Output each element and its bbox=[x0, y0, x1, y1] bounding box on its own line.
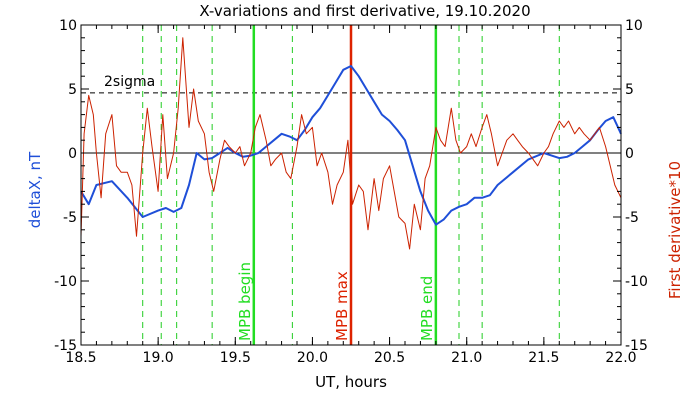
x-tick-label-0: 18.5 bbox=[65, 350, 96, 366]
marker-label-2: MPB end bbox=[418, 276, 436, 341]
y-tick-label-left-2: -5 bbox=[63, 210, 77, 226]
y-tick-label-right-5: 10 bbox=[625, 18, 643, 34]
y-axis-right-label: First derivative*10 bbox=[666, 161, 684, 299]
plot-frame bbox=[80, 24, 622, 346]
x-tick-label-2: 19.5 bbox=[220, 350, 251, 366]
marker-label-0: MPB begin bbox=[236, 262, 254, 341]
series-line-0 bbox=[80, 65, 622, 226]
y-tick-label-left-4: 5 bbox=[68, 82, 77, 98]
y-tick-label-right-4: 5 bbox=[625, 82, 634, 98]
x-tick-label-3: 20.0 bbox=[297, 350, 328, 366]
y-tick-label-right-0: -15 bbox=[625, 338, 648, 354]
y-tick-label-left-5: 10 bbox=[59, 18, 77, 34]
y-axis-left-label: deltaX, nT bbox=[26, 151, 44, 228]
vertical-markers: MPB begin MPB max MPB end bbox=[142, 25, 560, 345]
chart-title: X-variations and first derivative, 19.10… bbox=[199, 2, 530, 20]
y-tick-label-right-2: -5 bbox=[625, 210, 639, 226]
series-group bbox=[80, 37, 622, 250]
series-line-1 bbox=[80, 37, 622, 250]
axis-ticks bbox=[80, 24, 622, 346]
sigma-line-label: 2sigma bbox=[104, 74, 155, 90]
y-tick-label-left-1: -10 bbox=[54, 274, 77, 290]
y-tick-label-left-3: 0 bbox=[68, 146, 77, 162]
x-tick-label-1: 19.0 bbox=[143, 350, 174, 366]
y-tick-label-right-3: 0 bbox=[625, 146, 634, 162]
y-tick-label-left-0: -15 bbox=[54, 338, 77, 354]
x-tick-label-4: 20.5 bbox=[374, 350, 405, 366]
x-axis-label: UT, hours bbox=[315, 373, 387, 391]
x-tick-label-5: 21.0 bbox=[451, 350, 482, 366]
y-tick-label-right-1: -10 bbox=[625, 274, 648, 290]
axis-tick-labels: 18.5 19.0 19.5 20.0 20.5 21.0 21.5 22.0-15 -15-1… bbox=[54, 18, 648, 366]
x-tick-label-7: 22.0 bbox=[605, 350, 636, 366]
marker-label-1: MPB max bbox=[333, 271, 351, 341]
x-tick-label-6: 21.5 bbox=[528, 350, 559, 366]
